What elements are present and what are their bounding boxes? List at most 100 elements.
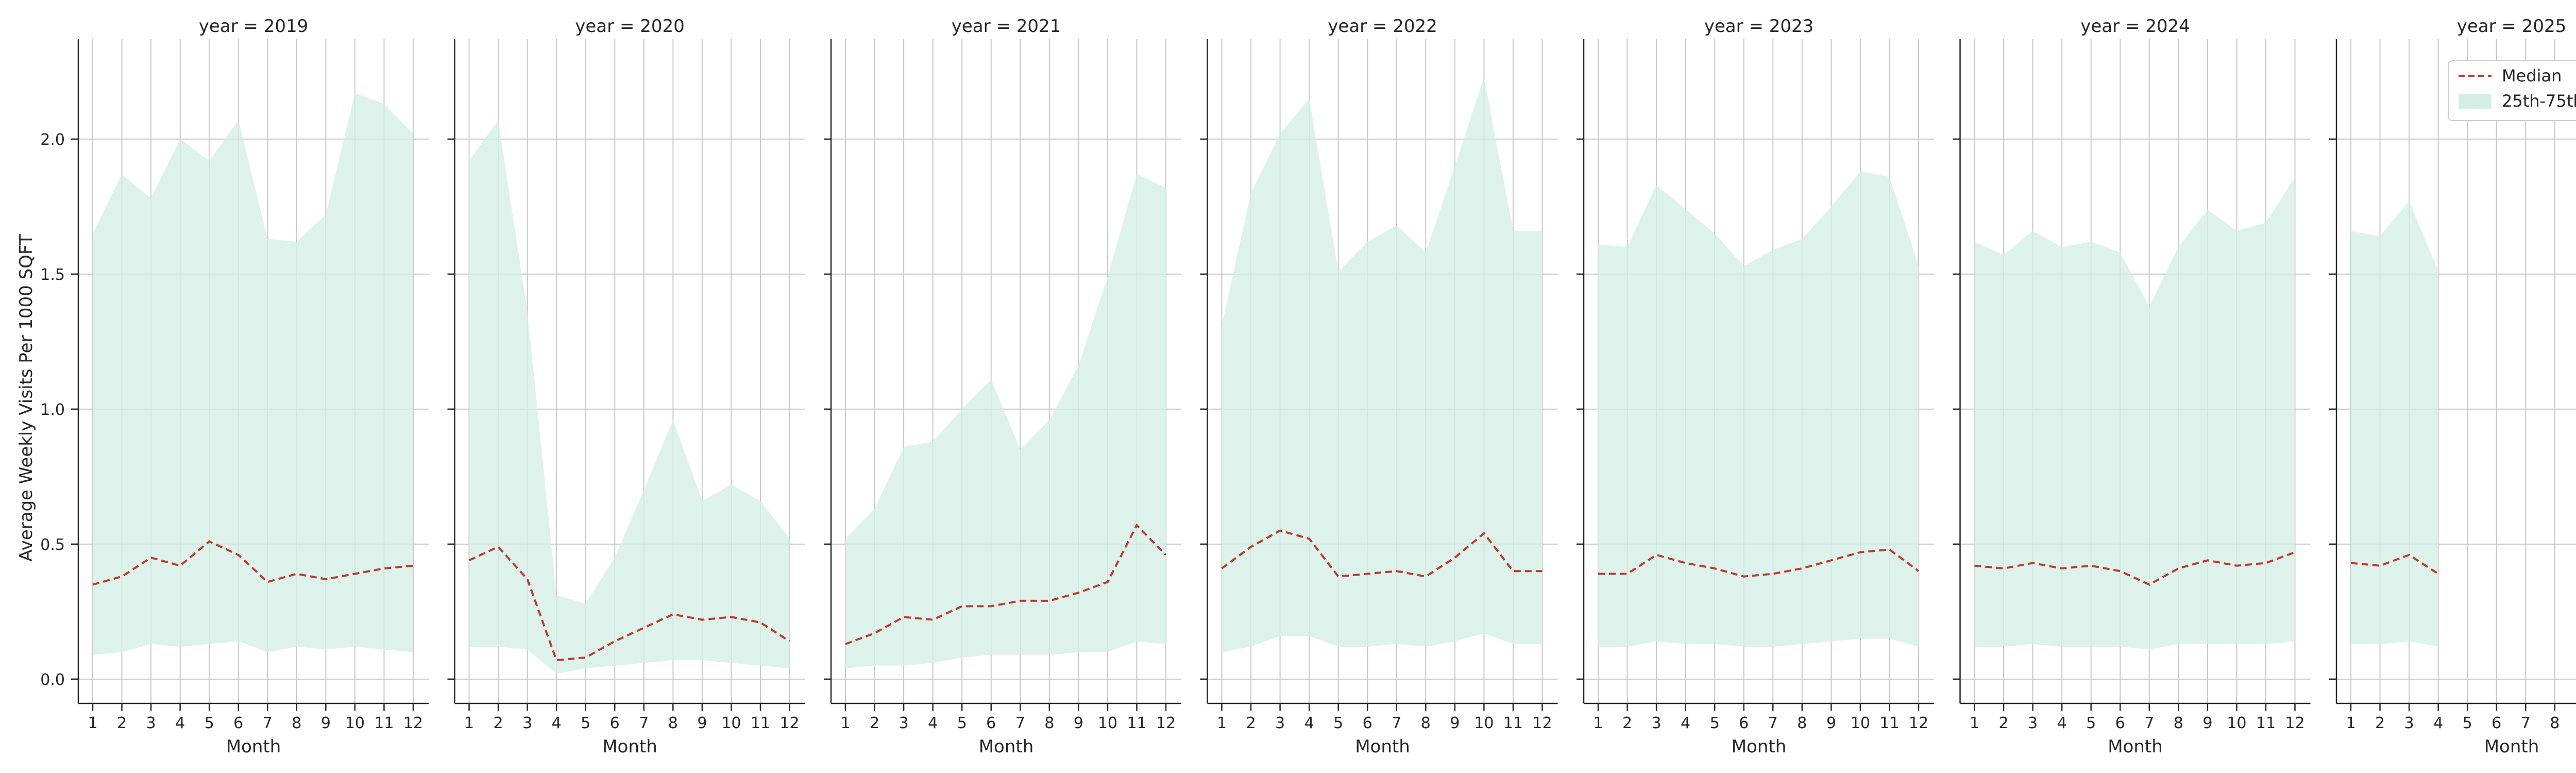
panel-title-2019: year = 2019 (199, 16, 308, 37)
x-tick-label: 1 (1217, 714, 1227, 732)
legend-label-median: Median (2502, 66, 2562, 86)
x-tick-label: 4 (928, 714, 938, 732)
x-tick-label: 7 (1392, 714, 1401, 732)
x-tick-label: 2 (870, 714, 879, 732)
x-tick-label: 6 (233, 714, 243, 732)
x-tick-label: 11 (1879, 714, 1899, 732)
x-tick-label: 10 (1851, 714, 1870, 732)
x-tick-label: 9 (1826, 714, 1836, 732)
x-axis-label: Month (1355, 736, 1410, 757)
x-tick-label: 2 (1246, 714, 1256, 732)
x-tick-label: 12 (1532, 714, 1552, 732)
x-tick-label: 9 (697, 714, 707, 732)
y-tick-label: 1.5 (40, 266, 65, 284)
x-tick-label: 2 (1622, 714, 1632, 732)
x-tick-label: 5 (2086, 714, 2096, 732)
median-line-2019 (92, 540, 414, 586)
x-tick-label: 2 (2375, 714, 2385, 732)
x-tick-label: 7 (2521, 714, 2531, 732)
percentile-band-2020 (469, 120, 790, 674)
x-tick-label: 9 (321, 714, 331, 732)
x-tick-label: 6 (1739, 714, 1749, 732)
x-tick-label: 9 (2202, 714, 2212, 732)
x-tick-label: 11 (2256, 714, 2276, 732)
panel-title-2022: year = 2022 (1328, 16, 1437, 37)
x-tick-label: 4 (175, 714, 185, 732)
panel-title-2021: year = 2021 (952, 16, 1061, 37)
x-tick-label: 3 (1275, 714, 1285, 732)
x-tick-label: 11 (1127, 714, 1146, 732)
median-line-2025 (2350, 553, 2439, 575)
x-axis-label: Month (979, 736, 1034, 757)
x-tick-label: 8 (2174, 714, 2183, 732)
x-tick-label: 6 (986, 714, 996, 732)
x-tick-label: 2 (1998, 714, 2008, 732)
x-tick-label: 5 (957, 714, 967, 732)
y-tick-label: 1.0 (40, 401, 65, 419)
x-tick-label: 7 (1768, 714, 1778, 732)
x-tick-label: 1 (2346, 714, 2355, 732)
median-line-2021 (845, 523, 1167, 645)
y-tick-label: 2.0 (40, 131, 65, 149)
median-line-2024 (1974, 551, 2296, 586)
percentile-band-2023 (1598, 171, 1919, 647)
x-tick-label: 8 (1797, 714, 1807, 732)
x-tick-label: 12 (1909, 714, 1928, 732)
x-tick-label: 10 (345, 714, 365, 732)
x-axis-label: Month (1732, 736, 1787, 757)
percentile-band-2024 (1974, 177, 2295, 650)
x-tick-label: 7 (1015, 714, 1025, 732)
x-tick-label: 7 (263, 714, 273, 732)
x-tick-label: 5 (1333, 714, 1343, 732)
x-tick-label: 12 (403, 714, 423, 732)
x-tick-label: 3 (146, 714, 156, 732)
x-tick-label: 9 (1074, 714, 1083, 732)
x-tick-label: 1 (840, 714, 850, 732)
x-tick-label: 6 (1363, 714, 1372, 732)
x-tick-label: 5 (2463, 714, 2472, 732)
median-line-2022 (1221, 529, 1543, 578)
x-tick-label: 11 (374, 714, 394, 732)
percentile-band-2022 (1222, 77, 1543, 652)
panel-title-2023: year = 2023 (1704, 16, 1814, 37)
x-tick-label: 4 (552, 714, 562, 732)
x-tick-label: 3 (522, 714, 532, 732)
percentile-band-2025 (2351, 201, 2438, 647)
x-tick-label: 3 (2404, 714, 2414, 732)
x-tick-label: 3 (899, 714, 909, 732)
x-axis-label: Month (2108, 736, 2163, 757)
x-tick-label: 10 (1098, 714, 1117, 732)
legend-label-percentile: 25th-75th Percentile (2502, 91, 2576, 111)
x-tick-label: 1 (88, 714, 97, 732)
x-tick-label: 12 (779, 714, 799, 732)
percentile-band-2021 (845, 174, 1166, 668)
median-line-2020 (468, 545, 790, 662)
x-axis-label: Month (2484, 736, 2539, 757)
percentile-band-2019 (93, 93, 413, 655)
x-tick-label: 10 (2227, 714, 2246, 732)
x-tick-label: 12 (2285, 714, 2304, 732)
x-tick-label: 2 (493, 714, 503, 732)
x-tick-label: 8 (668, 714, 678, 732)
y-tick-label: 0.0 (40, 671, 65, 689)
x-tick-label: 10 (721, 714, 741, 732)
x-tick-label: 5 (205, 714, 214, 732)
x-tick-label: 5 (1710, 714, 1720, 732)
x-tick-label: 8 (1421, 714, 1431, 732)
median-line-2023 (1598, 548, 1920, 578)
x-tick-label: 1 (1593, 714, 1603, 732)
x-tick-label: 6 (610, 714, 620, 732)
x-tick-label: 8 (292, 714, 301, 732)
panel-title-2025: year = 2025 (2457, 16, 2566, 37)
x-axis-label: Month (226, 736, 281, 757)
x-tick-label: 6 (2492, 714, 2501, 732)
x-tick-label: 11 (1503, 714, 1523, 732)
x-tick-label: 4 (2433, 714, 2443, 732)
y-axis-label: Average Weekly Visits Per 1000 SQFT (16, 234, 37, 562)
x-tick-label: 10 (1474, 714, 1494, 732)
x-tick-label: 1 (464, 714, 474, 732)
